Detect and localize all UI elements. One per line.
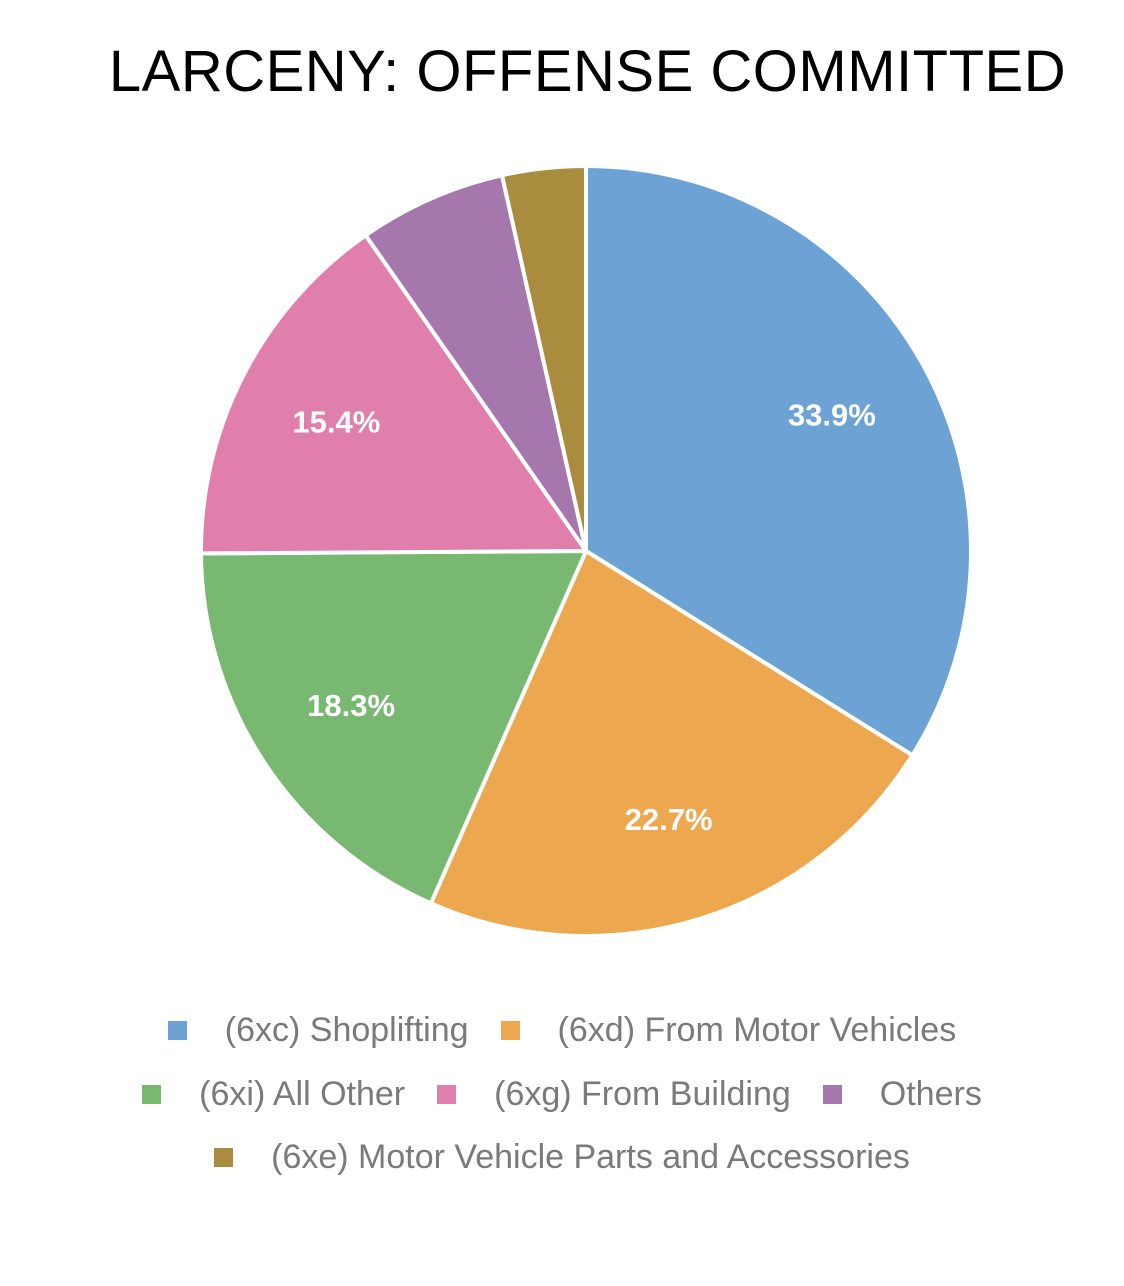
pie-slice[interactable] <box>428 549 915 938</box>
pie-slice[interactable] <box>363 173 588 553</box>
slice-percent-label: 18.3% <box>307 688 395 723</box>
legend-label: (6xc) Shoplifting <box>224 1011 469 1049</box>
legend-swatch <box>142 1085 162 1104</box>
legend-swatch <box>500 1021 520 1040</box>
legend-label: Others <box>879 1075 982 1113</box>
legend-label: (6xi) All Other <box>199 1075 406 1113</box>
legend-swatch <box>822 1085 842 1104</box>
legend-label: (6xg) From Building <box>494 1075 791 1113</box>
pie-slice[interactable] <box>584 164 973 758</box>
pie-slice-labels: 33.9% 22.7% 18.3% 15.4% <box>292 397 875 837</box>
legend-row: (6xe) Motor Vehicle Parts and Accessorie… <box>0 1138 1124 1177</box>
pie-slices <box>199 164 973 938</box>
legend-item-from-motor-vehicles[interactable]: (6xd) From Motor Vehicles <box>500 1011 957 1050</box>
legend-item-from-building[interactable]: (6xg) From Building <box>437 1075 791 1114</box>
legend-item-others[interactable]: Others <box>822 1075 982 1114</box>
legend-swatch <box>214 1148 234 1167</box>
pie-slice[interactable] <box>199 549 588 906</box>
legend-item-all-other[interactable]: (6xi) All Other <box>142 1075 405 1114</box>
slice-percent-label: 33.9% <box>788 397 876 432</box>
legend-row: (6xi) All Other (6xg) From Building Othe… <box>0 1075 1124 1114</box>
slice-percent-label: 15.4% <box>292 404 380 439</box>
legend-swatch <box>167 1021 187 1040</box>
legend-item-shoplifting[interactable]: (6xc) Shoplifting <box>167 1011 469 1050</box>
pie-chart: 33.9% 22.7% 18.3% 15.4% <box>199 164 973 938</box>
legend-swatch <box>437 1085 457 1104</box>
legend-item-motor-vehicle-parts[interactable]: (6xe) Motor Vehicle Parts and Accessorie… <box>214 1138 910 1177</box>
legend-row: (6xc) Shoplifting (6xd) From Motor Vehic… <box>0 1011 1124 1050</box>
pie-slice[interactable] <box>199 233 588 556</box>
legend-label: (6xd) From Motor Vehicles <box>557 1011 957 1049</box>
slice-percent-label: 22.7% <box>625 802 713 837</box>
pie-slice[interactable] <box>500 164 588 553</box>
chart-title: LARCENY: OFFENSE COMMITTED <box>108 39 1067 104</box>
legend-label: (6xe) Motor Vehicle Parts and Accessorie… <box>271 1138 910 1176</box>
